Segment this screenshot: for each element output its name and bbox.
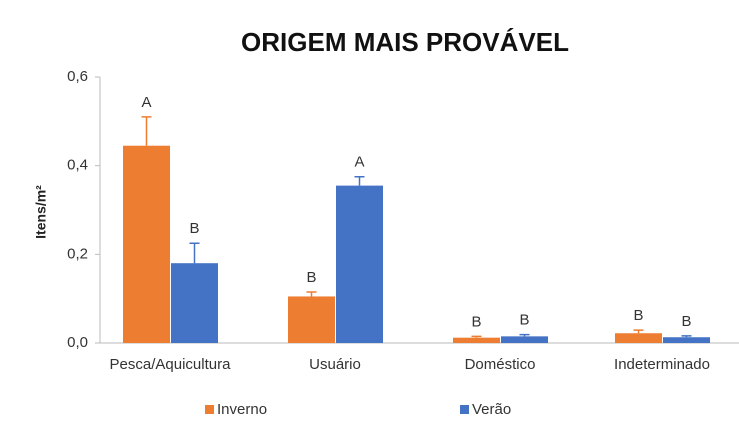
y-tick-label: 0,2 bbox=[67, 245, 88, 262]
bar bbox=[171, 263, 218, 343]
bar bbox=[123, 145, 170, 343]
annotation: B bbox=[633, 307, 643, 324]
annotation: B bbox=[189, 220, 199, 237]
bar bbox=[663, 337, 710, 343]
error-bar bbox=[306, 291, 317, 297]
bar bbox=[453, 337, 500, 343]
bar bbox=[615, 333, 662, 343]
bar bbox=[501, 336, 548, 343]
y-tick-label: 0,0 bbox=[67, 334, 88, 351]
error-bar bbox=[681, 335, 692, 338]
error-bar bbox=[141, 116, 152, 146]
bar bbox=[336, 185, 383, 343]
legend-label: Verão bbox=[472, 401, 511, 418]
x-tick-label: Indeterminado bbox=[614, 356, 710, 373]
legend-swatch bbox=[205, 405, 214, 414]
x-tick-label: Pesca/Aquicultura bbox=[110, 356, 232, 373]
legend-label: Inverno bbox=[217, 401, 267, 418]
error-bar bbox=[189, 242, 200, 264]
annotation: A bbox=[354, 154, 364, 171]
y-tick-label: 0,4 bbox=[67, 157, 88, 174]
annotation: A bbox=[141, 94, 151, 111]
error-bar bbox=[471, 335, 482, 338]
bar bbox=[288, 296, 335, 343]
x-tick-label: Usuário bbox=[309, 356, 361, 373]
y-tick-label: 0,6 bbox=[67, 68, 88, 85]
annotation: B bbox=[681, 313, 691, 330]
annotation: B bbox=[306, 269, 316, 286]
annotation: B bbox=[519, 312, 529, 329]
annotation: B bbox=[471, 313, 481, 330]
error-bar bbox=[633, 329, 644, 334]
y-axis-label: Itens/m² bbox=[33, 185, 49, 239]
legend-swatch bbox=[460, 405, 469, 414]
x-tick-label: Doméstico bbox=[465, 356, 536, 373]
error-bar bbox=[354, 176, 365, 186]
chart-title: ORIGEM MAIS PROVÁVEL bbox=[241, 27, 569, 57]
error-bar bbox=[519, 333, 530, 337]
